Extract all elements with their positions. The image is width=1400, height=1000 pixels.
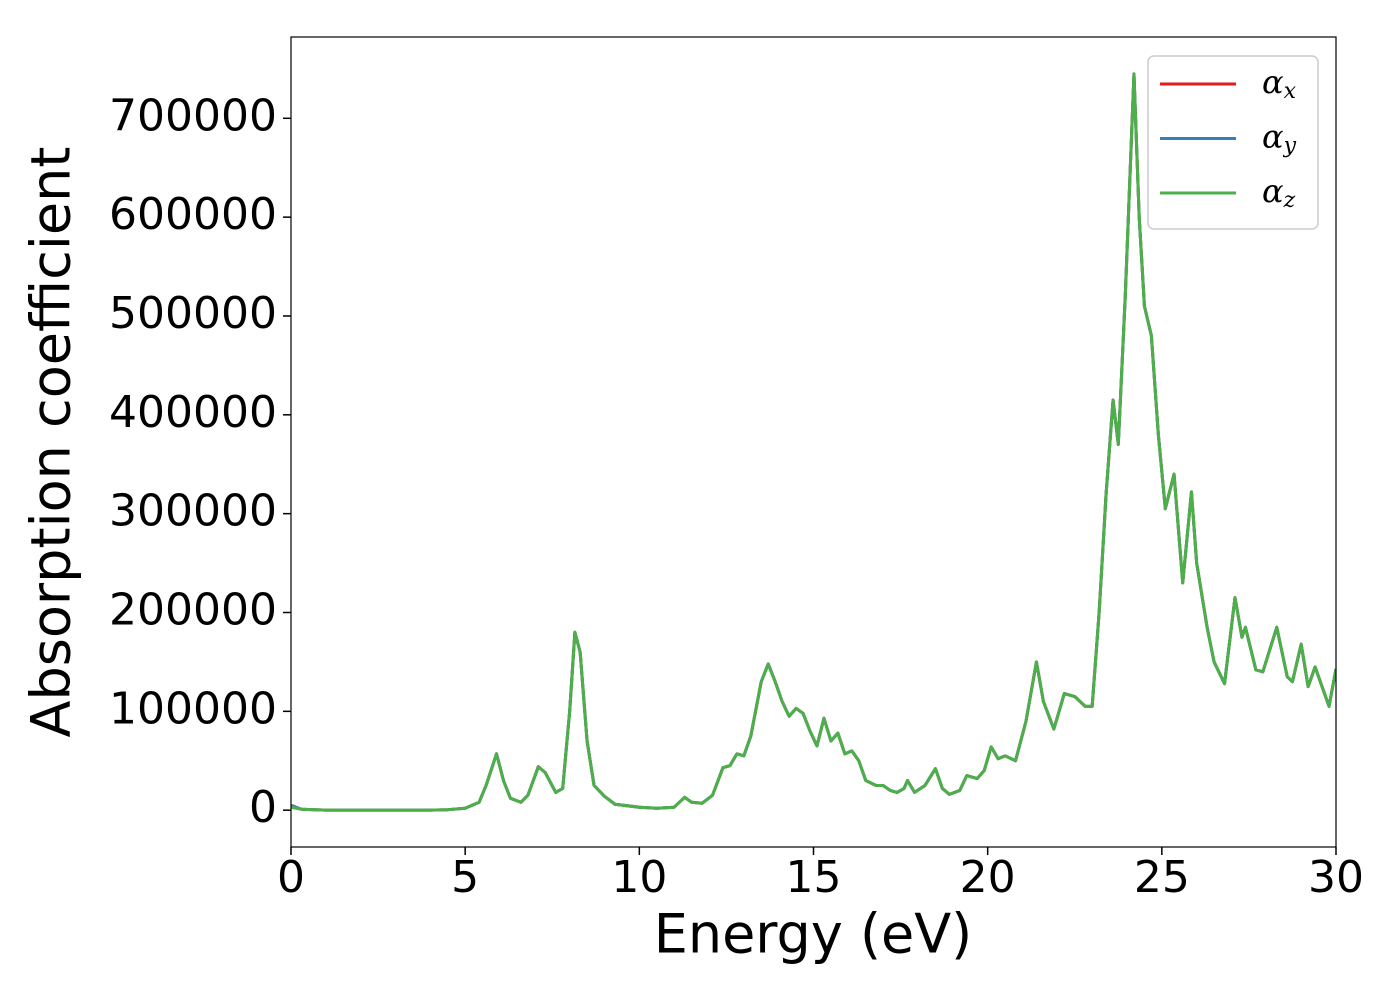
- y-axis-label: Absorption coefficient: [20, 147, 83, 738]
- x-tick-label: 20: [960, 852, 1016, 903]
- legend-box: [1147, 55, 1319, 230]
- y-tick-label: 300000: [109, 486, 277, 537]
- data-line: [291, 72, 1336, 812]
- x-tick-label: 30: [1308, 852, 1364, 903]
- y-tick-label: 500000: [109, 288, 277, 339]
- legend-label: αx: [1262, 63, 1297, 105]
- y-tick-label: 200000: [109, 585, 277, 636]
- x-tick-label: 15: [786, 852, 842, 903]
- y-tick-label: 400000: [109, 387, 277, 438]
- plot-frame: [290, 36, 1337, 848]
- y-tick-label: 700000: [109, 90, 277, 141]
- x-tick-label: 10: [611, 852, 667, 903]
- x-tick-label: 5: [451, 852, 479, 903]
- y-tick-label: 600000: [109, 189, 277, 240]
- y-tick-label: 0: [249, 782, 277, 833]
- x-tick-label: 0: [277, 852, 305, 903]
- legend-label: αy: [1262, 117, 1297, 159]
- x-axis-label: Energy (eV): [654, 903, 973, 966]
- x-tick-label: 25: [1134, 852, 1190, 903]
- y-tick-label: 100000: [109, 683, 277, 734]
- legend-label: αz: [1262, 172, 1296, 214]
